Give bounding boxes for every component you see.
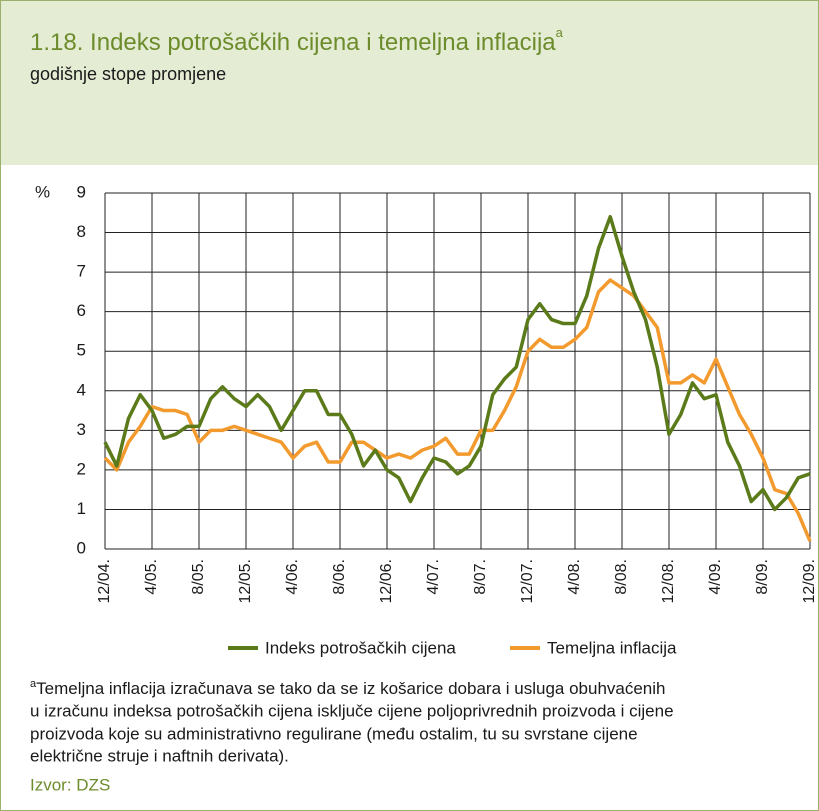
legend-label: Temeljna inflacija [547, 638, 677, 657]
x-tick-label: 4/08. [566, 559, 583, 595]
x-tick-label: 8/07. [472, 559, 489, 595]
x-tick-label: 12/05. [237, 559, 254, 603]
x-tick-label: 8/09. [754, 559, 771, 595]
y-tick-label: 4 [77, 380, 86, 399]
y-tick-label: 0 [77, 538, 86, 557]
x-tick-label: 12/08. [660, 559, 677, 603]
footnote: u izračunu indeksa potrošačkih cijena is… [30, 701, 674, 720]
x-tick-label: 12/09. [801, 559, 818, 603]
footnote: električne struje i naftnih derivata). [30, 746, 289, 765]
x-tick-label: 4/06. [284, 559, 301, 595]
y-tick-label: 5 [77, 341, 86, 360]
y-tick-label: 9 [77, 182, 86, 201]
source: Izvor: DZS [30, 775, 110, 794]
y-tick-label: 3 [77, 420, 86, 439]
x-tick-label: 8/06. [331, 559, 348, 595]
y-unit: % [35, 182, 50, 201]
chart-title: 1.18. Indeks potrošačkih cijena i temelj… [30, 25, 564, 56]
x-tick-label: 8/05. [190, 559, 207, 595]
footnote: proizvoda koje su administrativno reguli… [30, 724, 638, 743]
y-tick-label: 8 [77, 222, 86, 241]
line-series [103, 214, 811, 512]
x-tick-label: 8/08. [613, 559, 630, 595]
footnote: aTemeljna inflacija izračunava se tako d… [30, 678, 666, 699]
y-tick-label: 7 [77, 262, 86, 281]
legend-label: Indeks potrošačkih cijena [265, 638, 456, 657]
y-tick-label: 1 [77, 499, 86, 518]
header-band [1, 1, 818, 165]
x-tick-label: 4/05. [143, 559, 160, 595]
x-tick-label: 4/07. [425, 559, 442, 595]
x-tick-label: 12/07. [519, 559, 536, 603]
x-tick-label: 12/04. [96, 559, 113, 603]
chart-subtitle: godišnje stope promjene [30, 64, 226, 84]
line-series [103, 278, 812, 542]
x-tick-label: 4/09. [707, 559, 724, 595]
x-tick-label: 12/06. [378, 559, 395, 603]
y-tick-label: 2 [77, 459, 86, 478]
y-tick-label: 6 [77, 301, 86, 320]
